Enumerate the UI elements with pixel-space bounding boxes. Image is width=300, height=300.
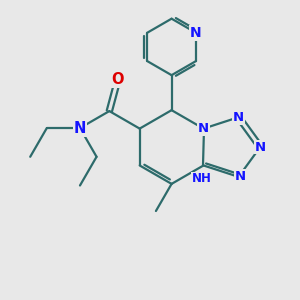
Text: O: O [112,72,124,87]
Text: N: N [255,140,266,154]
Text: N: N [190,26,202,40]
Text: N: N [235,170,246,183]
Text: N: N [233,111,244,124]
Text: N: N [198,122,209,135]
Text: N: N [74,121,86,136]
Text: NH: NH [192,172,212,185]
